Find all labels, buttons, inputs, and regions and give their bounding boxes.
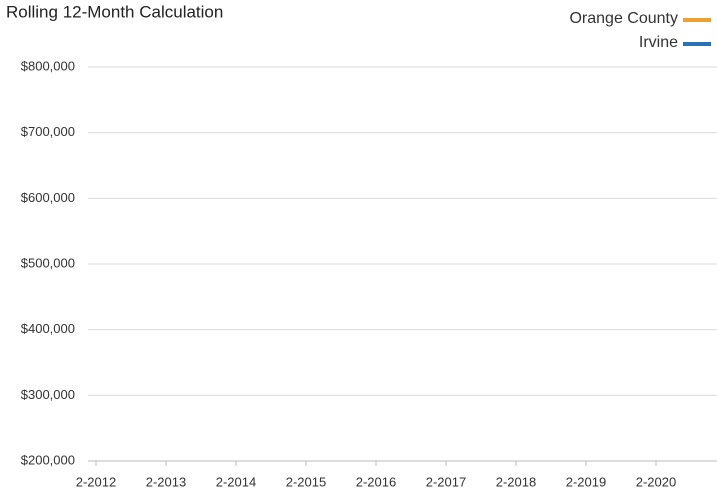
y-tick-label: $200,000 (21, 452, 75, 467)
x-tick-label: 2-2015 (286, 474, 326, 489)
x-tick-label: 2-2020 (636, 474, 676, 489)
x-tick-label: 2-2012 (76, 474, 116, 489)
x-tick-label: 2-2017 (426, 474, 466, 489)
y-tick-label: $700,000 (21, 124, 75, 139)
y-tick-label: $600,000 (21, 190, 75, 205)
y-tick-label: $800,000 (21, 58, 75, 73)
y-tick-label: $300,000 (21, 387, 75, 402)
y-tick-label: $500,000 (21, 255, 75, 270)
x-tick-label: 2-2014 (216, 474, 256, 489)
x-tick-label: 2-2018 (496, 474, 536, 489)
y-tick-label: $400,000 (21, 321, 75, 336)
x-tick-label: 2-2019 (566, 474, 606, 489)
legend-label: Orange County (569, 10, 678, 27)
x-tick-label: 2-2016 (356, 474, 396, 489)
chart-title: Rolling 12-Month Calculation (6, 2, 223, 21)
x-tick-label: 2-2013 (146, 474, 186, 489)
legend-label: Irvine (639, 34, 678, 51)
